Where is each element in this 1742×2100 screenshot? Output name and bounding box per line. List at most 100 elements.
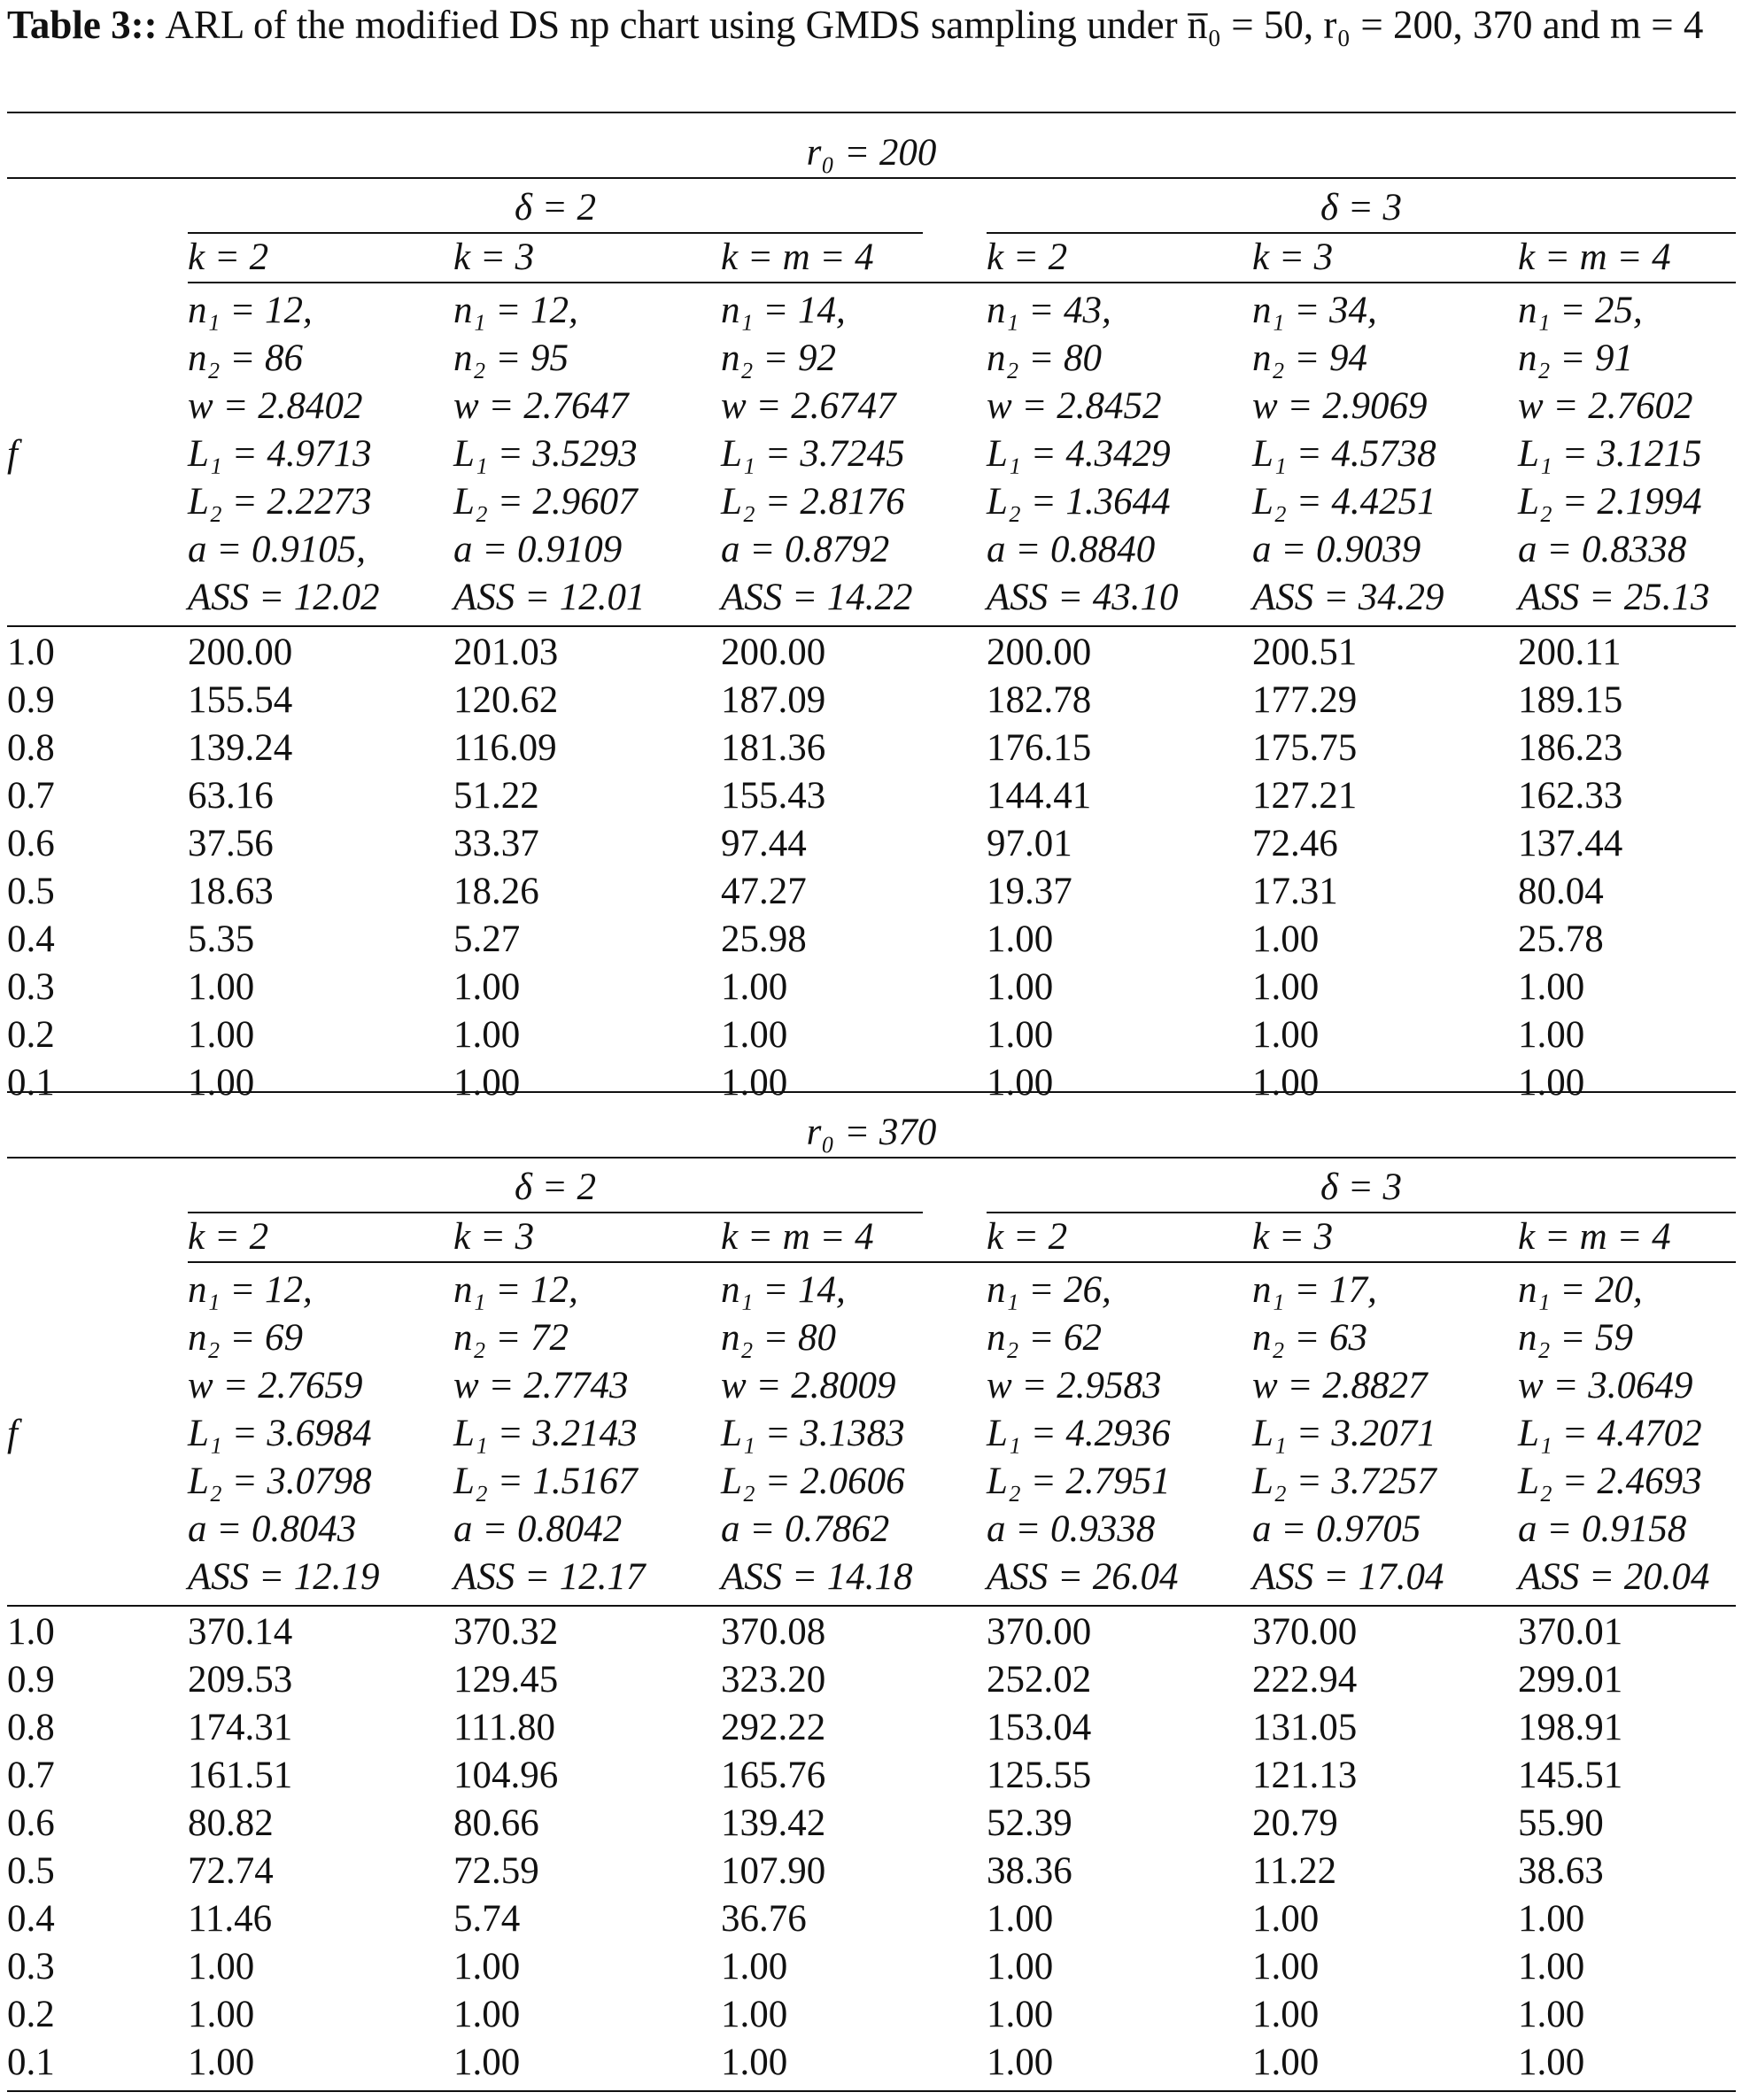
param-value: n₁ = 14,	[721, 290, 846, 331]
param-value: L₂ = 2.2273	[188, 481, 372, 523]
arl-value: 1.00	[453, 1994, 521, 2035]
arl-value: 299.01	[1518, 1659, 1623, 1701]
arl-value: 292.22	[721, 1707, 826, 1748]
param-value: w = 2.8827	[1252, 1365, 1428, 1406]
param-value: L₁ = 4.2936	[987, 1413, 1171, 1454]
block-title: r₀ = 370	[806, 1112, 937, 1153]
param-value: ASS = 20.04	[1518, 1556, 1710, 1598]
arl-value: 252.02	[987, 1659, 1092, 1701]
arl-value: 1.00	[987, 918, 1054, 960]
param-value: w = 2.7659	[188, 1365, 363, 1406]
arl-value: 37.56	[188, 823, 274, 864]
arl-value: 1.00	[721, 2042, 788, 2083]
k-header: k = m = 4	[1518, 236, 1671, 278]
arl-value: 155.43	[721, 775, 826, 817]
arl-value: 200.00	[721, 632, 826, 673]
arl-value: 80.82	[188, 1802, 274, 1844]
arl-value: 370.00	[987, 1611, 1092, 1653]
arl-value: 370.00	[1252, 1611, 1358, 1653]
arl-value: 72.46	[1252, 823, 1338, 864]
param-value: w = 2.7647	[453, 385, 629, 427]
arl-value: 1.00	[987, 966, 1054, 1008]
arl-value: 200.11	[1518, 632, 1622, 673]
arl-value: 80.04	[1518, 871, 1604, 912]
f-value: 0.5	[7, 871, 55, 912]
arl-value: 55.90	[1518, 1802, 1604, 1844]
param-value: a = 0.9105,	[188, 529, 367, 570]
f-value: 0.6	[7, 823, 55, 864]
param-value: L₂ = 3.7257	[1252, 1461, 1436, 1502]
arl-value: 1.00	[987, 1014, 1054, 1056]
param-value: L₁ = 3.1215	[1518, 433, 1702, 475]
params-rule	[7, 625, 1736, 627]
arl-value: 97.44	[721, 823, 807, 864]
arl-value: 1.00	[987, 1898, 1054, 1940]
table-caption-text: ARL of the modified DS np chart using GM…	[165, 3, 1704, 47]
row-header-f: f	[7, 1413, 18, 1454]
arl-value: 63.16	[188, 775, 274, 817]
param-value: L₂ = 3.0798	[188, 1461, 372, 1502]
param-value: ASS = 12.17	[453, 1556, 646, 1598]
param-value: w = 2.9583	[987, 1365, 1162, 1406]
param-value: L₁ = 4.9713	[188, 433, 372, 475]
arl-value: 137.44	[1518, 823, 1623, 864]
f-value: 0.8	[7, 1707, 55, 1748]
param-value: ASS = 43.10	[987, 577, 1179, 618]
param-value: ASS = 34.29	[1252, 577, 1444, 618]
param-value: L₁ = 3.7245	[721, 433, 905, 475]
block-top-rule	[7, 1091, 1736, 1093]
param-value: ASS = 12.19	[188, 1556, 380, 1598]
delta-group-rule	[987, 232, 1736, 234]
arl-value: 200.00	[188, 632, 293, 673]
arl-value: 19.37	[987, 871, 1072, 912]
param-value: L₂ = 1.5167	[453, 1461, 638, 1502]
param-value: ASS = 14.18	[721, 1556, 913, 1598]
arl-value: 18.26	[453, 871, 539, 912]
param-value: a = 0.9705	[1252, 1508, 1421, 1550]
arl-value: 174.31	[188, 1707, 293, 1748]
arl-value: 1.00	[188, 1014, 255, 1056]
arl-value: 1.00	[188, 1946, 255, 1988]
delta-group-header: δ = 3	[1320, 1166, 1402, 1208]
param-value: n₁ = 12,	[453, 290, 578, 331]
k-header: k = 3	[1252, 236, 1334, 278]
arl-value: 11.46	[188, 1898, 273, 1940]
arl-value: 1.00	[1252, 966, 1320, 1008]
arl-value: 38.36	[987, 1850, 1072, 1892]
arl-value: 1.00	[1252, 918, 1320, 960]
param-value: n₁ = 12,	[188, 290, 313, 331]
param-value: L₂ = 2.8176	[721, 481, 905, 523]
arl-value: 1.00	[721, 1062, 788, 1104]
k-header: k = m = 4	[721, 236, 874, 278]
f-value: 0.9	[7, 679, 55, 721]
param-value: n₂ = 95	[453, 337, 569, 379]
arl-value: 5.74	[453, 1898, 521, 1940]
arl-value: 145.51	[1518, 1755, 1623, 1796]
param-value: w = 2.9069	[1252, 385, 1428, 427]
param-value: n₁ = 20,	[1518, 1269, 1643, 1311]
arl-value: 47.27	[721, 871, 807, 912]
arl-value: 1.00	[987, 1062, 1054, 1104]
k-header: k = 2	[188, 236, 269, 278]
arl-value: 51.22	[453, 775, 539, 817]
param-value: L₁ = 3.2143	[453, 1413, 638, 1454]
arl-value: 20.79	[1252, 1802, 1338, 1844]
arl-value: 111.80	[453, 1707, 556, 1748]
arl-value: 162.33	[1518, 775, 1623, 817]
param-value: ASS = 12.02	[188, 577, 380, 618]
param-value: n₁ = 25,	[1518, 290, 1643, 331]
param-value: n₂ = 80	[987, 337, 1102, 379]
param-value: n₂ = 80	[721, 1317, 836, 1359]
arl-value: 222.94	[1252, 1659, 1358, 1701]
arl-value: 17.31	[1252, 871, 1338, 912]
param-value: a = 0.9158	[1518, 1508, 1687, 1550]
param-value: L₂ = 4.4251	[1252, 481, 1436, 523]
param-value: L₁ = 3.2071	[1252, 1413, 1436, 1454]
param-value: L₂ = 2.0606	[721, 1461, 905, 1502]
table-caption: Table 3:: ARL of the modified DS np char…	[7, 0, 1734, 50]
f-value: 0.4	[7, 918, 55, 960]
arl-value: 1.00	[1252, 1946, 1320, 1988]
arl-value: 153.04	[987, 1707, 1092, 1748]
arl-value: 200.00	[987, 632, 1092, 673]
